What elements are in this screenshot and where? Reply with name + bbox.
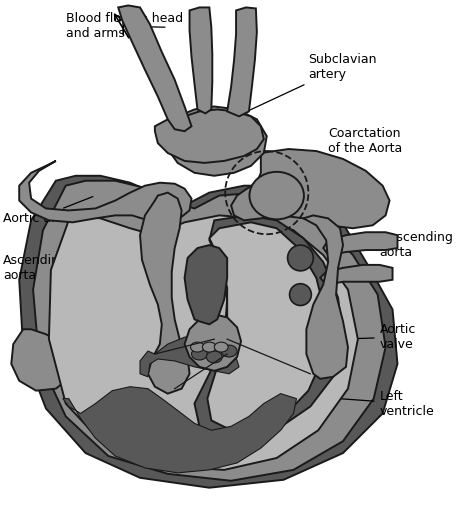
Polygon shape	[184, 315, 241, 371]
Polygon shape	[323, 232, 398, 255]
Text: Left
ventricle: Left ventricle	[341, 389, 434, 417]
Text: Blood flow to head
and arms: Blood flow to head and arms	[66, 12, 183, 40]
Ellipse shape	[191, 342, 204, 352]
Polygon shape	[118, 6, 191, 131]
Ellipse shape	[202, 342, 216, 352]
Polygon shape	[63, 387, 296, 473]
Text: Aortic
valve: Aortic valve	[341, 323, 416, 351]
Ellipse shape	[214, 342, 228, 352]
Circle shape	[288, 245, 313, 271]
Polygon shape	[140, 334, 239, 377]
Text: Descending
aorta: Descending aorta	[343, 231, 454, 259]
Polygon shape	[168, 106, 267, 176]
Polygon shape	[33, 181, 386, 481]
Polygon shape	[155, 109, 264, 163]
Polygon shape	[11, 329, 73, 391]
Polygon shape	[49, 215, 358, 470]
Text: Ascending
aorta: Ascending aorta	[3, 254, 142, 282]
Circle shape	[290, 284, 311, 305]
Text: Subclavian
artery: Subclavian artery	[249, 53, 377, 110]
Polygon shape	[231, 149, 390, 228]
Polygon shape	[19, 176, 398, 488]
Polygon shape	[194, 215, 343, 438]
Polygon shape	[19, 161, 191, 222]
Polygon shape	[320, 265, 392, 285]
Text: Aortic arch: Aortic arch	[3, 196, 93, 225]
Polygon shape	[227, 8, 257, 117]
Polygon shape	[190, 8, 212, 114]
Ellipse shape	[249, 172, 304, 219]
Ellipse shape	[221, 345, 237, 357]
Text: Coarctation
of the Aorta: Coarctation of the Aorta	[296, 127, 402, 184]
Polygon shape	[140, 192, 190, 393]
Ellipse shape	[191, 348, 207, 360]
Ellipse shape	[206, 351, 222, 363]
Polygon shape	[184, 245, 227, 324]
Polygon shape	[207, 222, 326, 430]
Polygon shape	[303, 215, 348, 379]
